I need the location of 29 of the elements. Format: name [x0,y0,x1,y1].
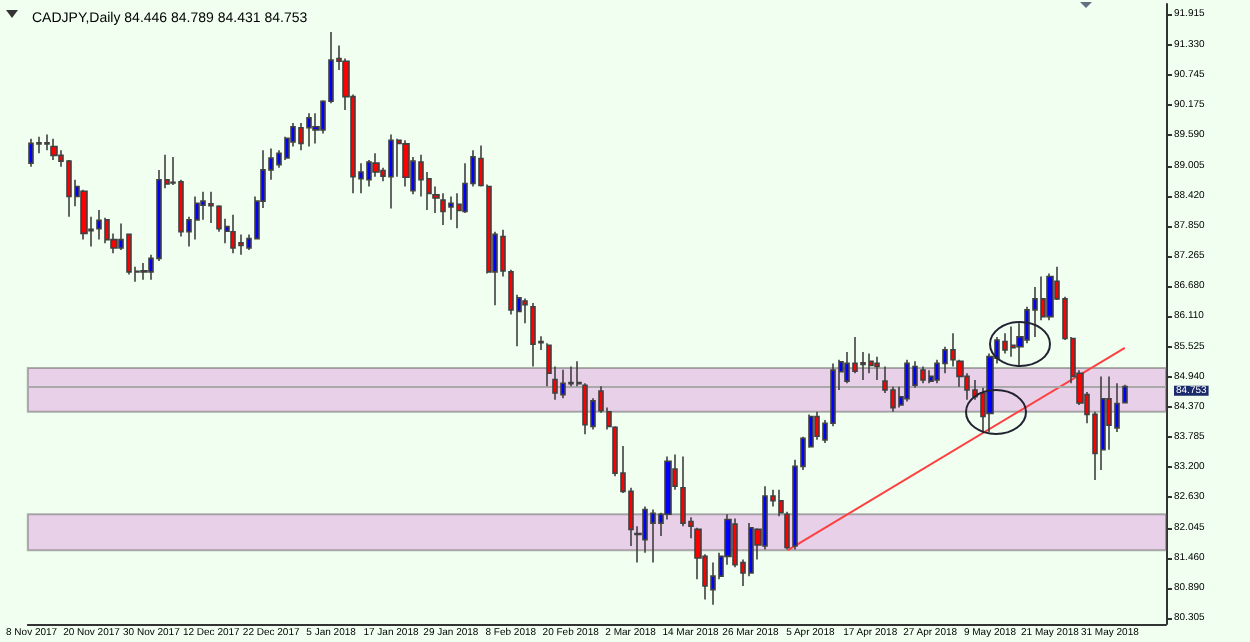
candlestick [440,192,446,226]
candlestick [1002,332,1008,355]
candlestick [904,358,910,403]
candlestick [104,216,110,245]
candlestick [140,262,148,281]
candlestick [650,508,656,564]
candlestick [1122,383,1128,405]
candlestick [194,195,200,241]
candlestick [874,355,880,381]
candlestick [366,159,372,188]
candlestick [96,209,102,241]
candlestick [868,352,874,375]
candlestick [852,336,858,375]
candlestick [448,195,454,221]
candlestick [710,561,716,606]
candlestick [560,368,566,400]
candlestick [920,365,926,384]
candlestick [1010,325,1016,358]
candlestick [402,139,410,188]
candlestick [530,302,536,368]
candlestick [814,410,820,441]
candlestick [28,137,34,168]
candlestick [230,213,236,254]
candlestick [306,112,312,148]
candlestick [1046,272,1054,322]
candlestick [50,137,58,161]
candlestick [388,133,394,210]
candlestick [80,188,88,241]
candlestick [208,190,214,224]
